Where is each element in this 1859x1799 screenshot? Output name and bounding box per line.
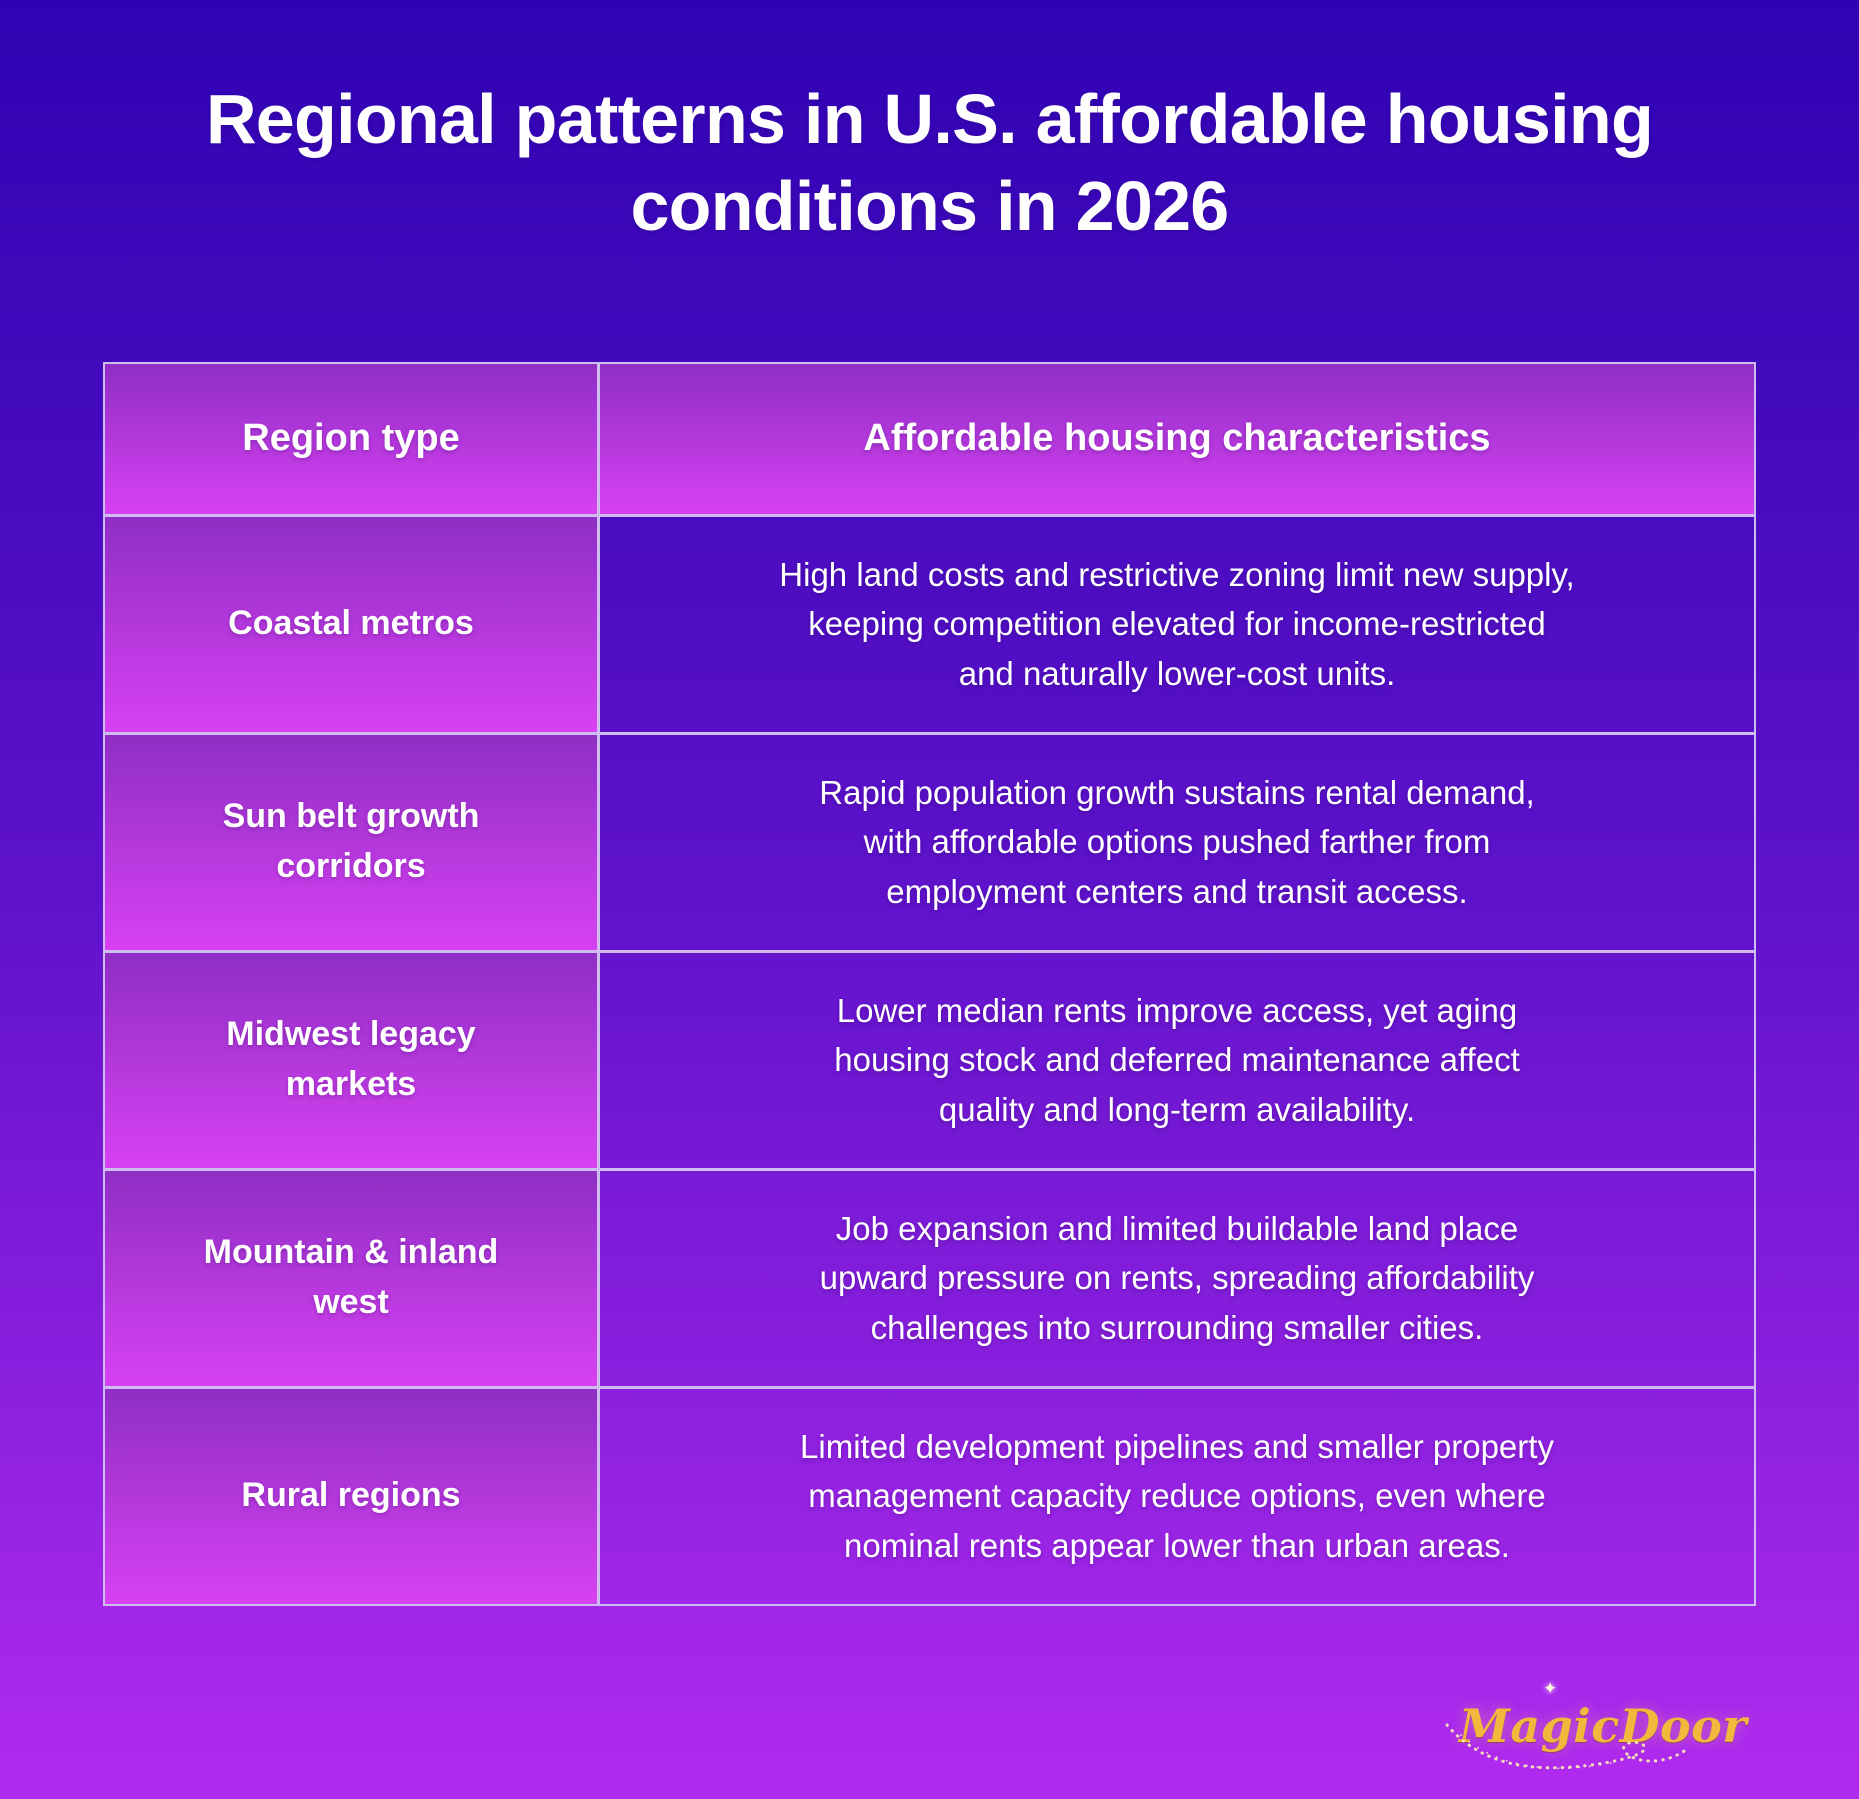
housing-table: Region type Affordable housing character…: [103, 361, 1756, 1606]
table-row: Midwest legacy markets Lower median rent…: [105, 949, 1754, 1168]
characteristics-text: High land costs and restrictive zoning l…: [779, 555, 1575, 692]
column-header-label: Region type: [242, 417, 460, 460]
region-type-label: Sun belt growth corridors: [222, 797, 480, 886]
region-type-cell: Rural regions: [105, 1388, 597, 1604]
characteristics-text: Job expansion and limited buildable land…: [819, 1209, 1535, 1346]
characteristics-cell: Lower median rents improve access, yet a…: [597, 952, 1754, 1168]
characteristics-cell: Rapid population growth sustains rental …: [597, 734, 1754, 950]
region-type-cell: Coastal metros: [105, 516, 597, 732]
column-header-label: Affordable housing characteristics: [863, 417, 1491, 460]
table-row: Mountain & inland west Job expansion and…: [105, 1167, 1754, 1386]
sparkle-trail-icon: [1445, 1723, 1689, 1770]
column-header-characteristics: Affordable housing characteristics: [597, 363, 1754, 514]
table-row: Sun belt growth corridors Rapid populati…: [105, 731, 1754, 950]
characteristics-cell: High land costs and restrictive zoning l…: [597, 516, 1754, 732]
characteristics-cell: Job expansion and limited buildable land…: [597, 1170, 1754, 1386]
characteristics-text: Lower median rents improve access, yet a…: [834, 991, 1520, 1128]
region-type-label: Mountain & inland west: [203, 1233, 499, 1322]
region-type-cell: Sun belt growth corridors: [105, 734, 597, 950]
column-header-region-type: Region type: [105, 363, 597, 514]
region-type-cell: Midwest legacy markets: [105, 952, 597, 1168]
page-title: Regional patterns in U.S. affordable hou…: [205, 80, 1654, 245]
table-row: Coastal metros High land costs and restr…: [105, 513, 1754, 732]
characteristics-text: Limited development pipelines and smalle…: [800, 1427, 1554, 1564]
table-row: Rural regions Limited development pipeli…: [105, 1385, 1754, 1604]
region-type-label: Rural regions: [241, 1476, 461, 1515]
region-type-label: Midwest legacy markets: [226, 1015, 476, 1104]
table-header-row: Region type Affordable housing character…: [105, 363, 1754, 514]
magicdoor-logo-text: MagicDoor: [1458, 1699, 1747, 1753]
region-type-cell: Mountain & inland west: [105, 1170, 597, 1386]
characteristics-cell: Limited development pipelines and smalle…: [597, 1388, 1754, 1604]
sparkle-star-icon: ✦: [1542, 1679, 1558, 1698]
characteristics-text: Rapid population growth sustains rental …: [819, 773, 1535, 910]
magicdoor-logo: ✦ MagicDoor: [1445, 1679, 1747, 1770]
region-type-label: Coastal metros: [228, 604, 474, 643]
